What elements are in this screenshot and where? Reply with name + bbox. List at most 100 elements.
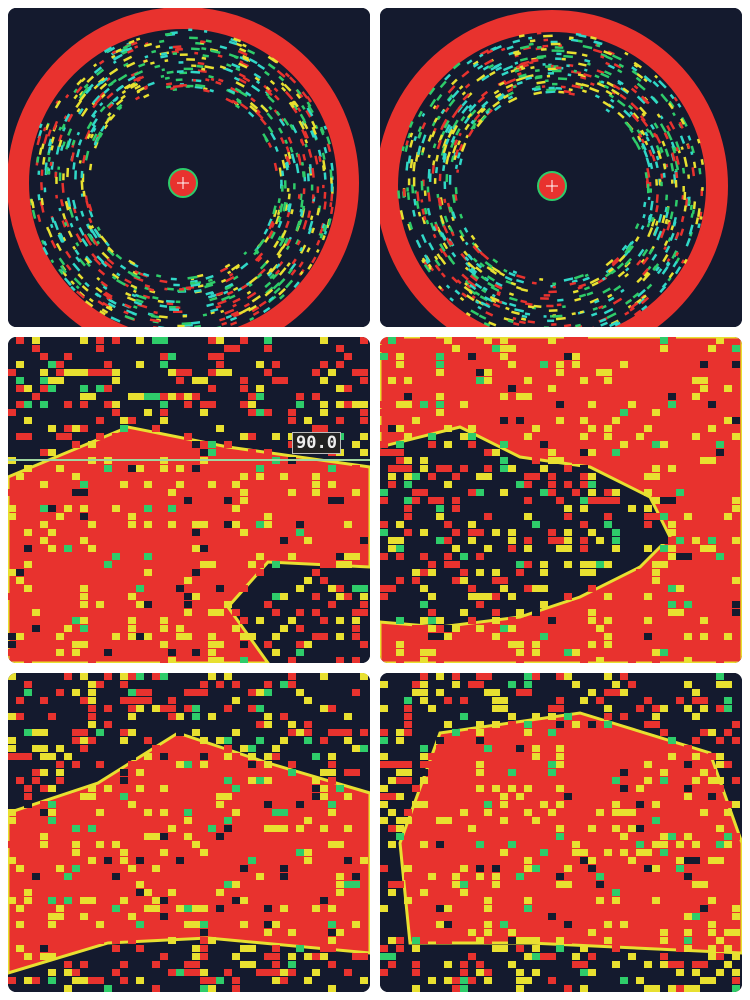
echo-pixel bbox=[288, 761, 296, 768]
echo-pixel bbox=[320, 633, 328, 640]
echo-pixel bbox=[692, 529, 700, 536]
echo-pixel bbox=[144, 801, 152, 808]
echo-speckle bbox=[512, 39, 521, 44]
echo-pixel bbox=[352, 681, 360, 688]
echo-pixel bbox=[476, 785, 484, 792]
echo-pixel bbox=[396, 401, 404, 408]
echo-pixel bbox=[120, 841, 128, 848]
echo-pixel bbox=[684, 929, 692, 936]
echo-pixel bbox=[476, 769, 484, 776]
echo-speckle bbox=[439, 243, 446, 252]
echo-speckle bbox=[683, 156, 688, 168]
echo-pixel bbox=[716, 673, 724, 680]
echo-pixel bbox=[388, 889, 396, 896]
echo-speckle bbox=[226, 290, 234, 296]
echo-pixel bbox=[256, 465, 264, 472]
echo-pixel bbox=[296, 609, 304, 616]
echo-pixel bbox=[436, 937, 444, 944]
echo-speckle bbox=[631, 66, 638, 72]
echo-pixel bbox=[240, 473, 248, 480]
echo-pixel bbox=[24, 857, 32, 864]
echo-pixel bbox=[360, 337, 368, 344]
echo-speckle bbox=[461, 105, 469, 114]
echo-pixel bbox=[564, 345, 572, 352]
echo-speckle bbox=[675, 251, 680, 257]
echo-speckle bbox=[278, 267, 287, 276]
echo-pixel bbox=[612, 401, 620, 408]
echo-pixel bbox=[8, 857, 16, 864]
echo-pixel bbox=[564, 985, 572, 992]
echo-speckle bbox=[486, 275, 495, 282]
echo-speckle bbox=[510, 281, 517, 286]
echo-pixel bbox=[580, 961, 588, 968]
echo-pixel bbox=[336, 585, 344, 592]
echo-pixel bbox=[64, 401, 72, 408]
echo-pixel bbox=[668, 601, 676, 608]
echo-speckle bbox=[645, 128, 650, 134]
echo-pixel bbox=[580, 433, 588, 440]
echo-speckle bbox=[415, 200, 420, 209]
echo-speckle bbox=[557, 77, 568, 81]
echo-pixel bbox=[192, 945, 200, 952]
echo-speckle bbox=[592, 48, 603, 54]
echo-pixel bbox=[32, 337, 40, 344]
echo-speckle bbox=[58, 134, 63, 142]
echo-speckle bbox=[605, 108, 611, 113]
echo-pixel bbox=[168, 521, 176, 528]
echo-speckle bbox=[111, 275, 117, 280]
echo-pixel bbox=[296, 793, 304, 800]
echo-pixel bbox=[532, 881, 540, 888]
echo-speckle bbox=[159, 304, 168, 308]
echo-pixel bbox=[412, 881, 420, 888]
echo-speckle bbox=[606, 312, 617, 320]
echo-pixel bbox=[168, 841, 176, 848]
echo-speckle bbox=[514, 69, 520, 73]
echo-speckle bbox=[656, 268, 663, 275]
echo-pixel bbox=[684, 745, 692, 752]
echo-speckle bbox=[280, 117, 285, 122]
echo-pixel bbox=[72, 369, 80, 376]
echo-pixel bbox=[620, 713, 628, 720]
echo-speckle bbox=[232, 297, 241, 304]
echo-speckle bbox=[127, 75, 136, 82]
echo-speckle bbox=[300, 161, 305, 166]
echo-speckle bbox=[512, 270, 518, 275]
echo-pixel bbox=[660, 537, 668, 544]
echo-pixel bbox=[256, 785, 264, 792]
echo-pixel bbox=[444, 553, 452, 560]
echo-pixel bbox=[460, 697, 468, 704]
echo-pixel bbox=[120, 849, 128, 856]
echo-speckle bbox=[635, 72, 644, 80]
echo-pixel bbox=[104, 849, 112, 856]
echo-pixel bbox=[216, 793, 224, 800]
echo-pixel bbox=[136, 857, 144, 864]
echo-pixel bbox=[572, 425, 580, 432]
echo-pixel bbox=[428, 705, 436, 712]
echo-speckle bbox=[95, 286, 103, 294]
echo-speckle bbox=[536, 45, 542, 49]
echo-speckle bbox=[634, 236, 640, 242]
echo-pixel bbox=[516, 561, 524, 568]
echo-speckle bbox=[128, 39, 135, 45]
echo-speckle bbox=[412, 161, 416, 172]
echo-speckle bbox=[416, 145, 422, 156]
echo-pixel bbox=[428, 409, 436, 416]
echo-mass bbox=[398, 711, 742, 955]
echo-pixel bbox=[660, 833, 668, 840]
echo-speckle bbox=[450, 231, 455, 237]
echo-pixel bbox=[216, 497, 224, 504]
echo-pixel bbox=[104, 465, 112, 472]
echo-pixel bbox=[320, 377, 328, 384]
echo-pixel bbox=[700, 385, 708, 392]
echo-pixel bbox=[200, 897, 208, 904]
echo-pixel bbox=[64, 825, 72, 832]
echo-pixel bbox=[460, 969, 468, 976]
echo-pixel bbox=[660, 545, 668, 552]
echo-pixel bbox=[168, 825, 176, 832]
echo-speckle bbox=[600, 80, 605, 84]
echo-pixel bbox=[176, 969, 184, 976]
echo-pixel bbox=[88, 977, 96, 984]
echo-speckle bbox=[464, 279, 471, 285]
echo-pixel bbox=[524, 481, 532, 488]
echo-pixel bbox=[200, 513, 208, 520]
